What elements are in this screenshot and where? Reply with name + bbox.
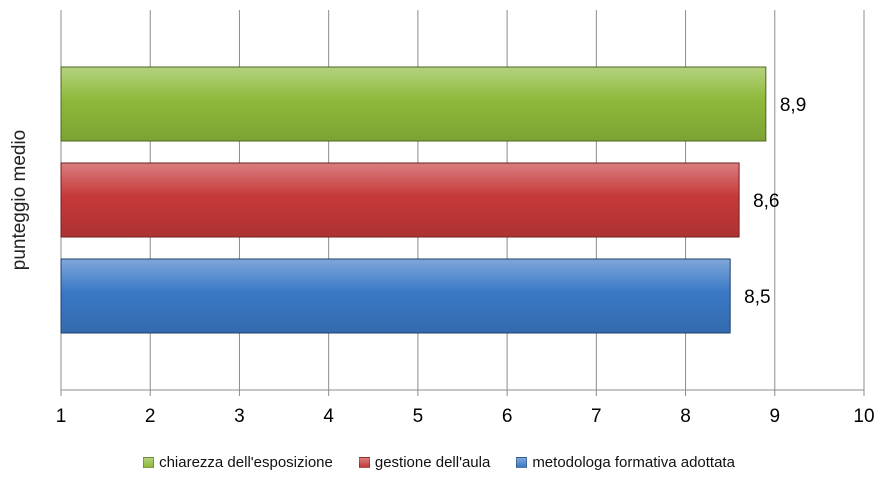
x-tick-label: 7: [591, 406, 602, 427]
legend-item: chiarezza dell'esposizione: [143, 454, 333, 471]
x-tick-label: 6: [502, 406, 513, 427]
y-axis-label: punteggio medio: [9, 129, 30, 271]
x-tick-label: 2: [145, 406, 156, 427]
x-tick-label: 8: [680, 406, 691, 427]
data-labels: 8,9 8,6 8,5: [744, 95, 806, 308]
legend-label: metodologa formativa adottata: [532, 454, 735, 471]
bar-2: [60, 162, 740, 238]
legend-swatch: [358, 457, 370, 468]
legend-label: gestione dell'aula: [374, 454, 491, 471]
y-axis-label-container: punteggio medio: [0, 0, 40, 390]
x-axis: 1 2 3 4 5 6 7 8 9 10: [56, 389, 875, 427]
x-tick-label: 5: [413, 406, 424, 427]
x-tick-label: 9: [769, 406, 780, 427]
bars: [60, 66, 767, 334]
legend-item: gestione dell'aula: [358, 454, 491, 471]
x-tick-label: 10: [853, 406, 874, 427]
legend-label: chiarezza dell'esposizione: [159, 454, 333, 471]
bar-1: [60, 66, 767, 142]
x-tick-label: 1: [56, 406, 67, 427]
legend: chiarezza dell'esposizione gestione dell'…: [0, 454, 878, 471]
data-label: 8,6: [753, 191, 779, 212]
data-label: 8,9: [780, 95, 806, 116]
legend-item: metodologa formativa adottata: [516, 454, 735, 471]
legend-swatch: [143, 457, 155, 468]
legend-swatch: [516, 457, 528, 468]
data-label: 8,5: [744, 287, 770, 308]
bar-3: [60, 258, 731, 334]
x-tick-label: 3: [234, 406, 245, 427]
x-tick-label: 4: [323, 406, 334, 427]
